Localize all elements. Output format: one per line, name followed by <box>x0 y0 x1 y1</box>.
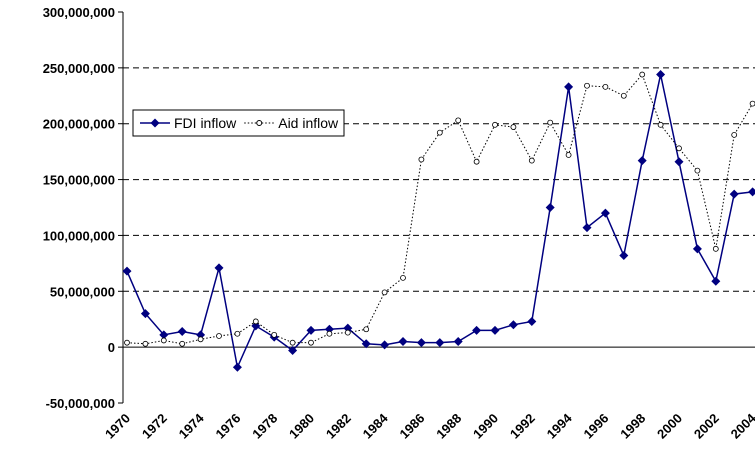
x-tick-label: 1984 <box>360 410 392 442</box>
point <box>639 71 646 78</box>
point <box>602 83 609 90</box>
point <box>564 82 574 92</box>
y-tick-label: 50,000,000 <box>50 284 115 299</box>
x-tick-label: 2004 <box>728 410 755 442</box>
point <box>398 337 408 347</box>
point <box>749 100 755 107</box>
point <box>179 340 186 347</box>
x-tick-label: 1986 <box>396 411 427 442</box>
point <box>711 276 721 286</box>
point <box>508 320 518 330</box>
point <box>160 337 167 344</box>
point <box>472 325 482 335</box>
point <box>528 157 535 164</box>
x-tick-label: 2000 <box>654 411 685 442</box>
y-tick-label: -50,000,000 <box>46 396 115 411</box>
point <box>731 131 738 138</box>
point <box>619 251 629 261</box>
point <box>674 157 684 167</box>
x-tick-label: 1974 <box>176 410 208 442</box>
point <box>416 338 426 348</box>
point <box>308 339 314 346</box>
x-tick-label: 1970 <box>102 411 133 442</box>
point <box>637 156 647 166</box>
point <box>344 329 351 336</box>
y-tick-label: 0 <box>108 340 115 355</box>
point <box>455 117 462 124</box>
y-tick-label: 250,000,000 <box>43 61 115 76</box>
x-tick-label: 1976 <box>212 411 243 442</box>
point <box>492 121 498 128</box>
point <box>527 316 537 326</box>
point <box>289 339 296 346</box>
point <box>271 331 278 338</box>
point <box>418 156 425 163</box>
point <box>124 339 130 346</box>
point <box>565 152 572 158</box>
point <box>380 340 390 350</box>
point <box>214 263 224 273</box>
point <box>656 70 666 80</box>
point <box>142 340 149 347</box>
point <box>196 330 206 340</box>
point <box>252 318 259 325</box>
point <box>363 326 370 333</box>
x-tick-label: 1978 <box>249 411 280 442</box>
point <box>197 336 204 343</box>
legend-marker <box>256 120 263 126</box>
legend-marker <box>150 118 160 128</box>
point <box>453 337 463 347</box>
point <box>490 325 500 335</box>
point <box>547 119 554 126</box>
point <box>177 327 187 337</box>
point <box>712 245 719 252</box>
point <box>694 167 701 174</box>
x-tick-label: 1990 <box>470 411 501 442</box>
x-tick-label: 1980 <box>286 411 317 442</box>
x-tick-label: 1972 <box>139 411 170 442</box>
point <box>326 330 333 337</box>
point <box>620 92 627 99</box>
point <box>676 145 682 152</box>
x-tick-label: 2002 <box>691 411 722 442</box>
x-tick-label: 1994 <box>544 410 576 442</box>
point <box>473 158 480 165</box>
point <box>361 339 371 349</box>
point <box>584 82 590 89</box>
point <box>159 330 169 340</box>
point <box>216 333 222 339</box>
x-tick-label: 1982 <box>323 411 354 442</box>
point <box>748 187 755 197</box>
point <box>400 274 406 281</box>
x-tick-label: 1988 <box>433 411 464 442</box>
legend-label: Aid inflow <box>278 115 339 131</box>
point <box>510 124 517 130</box>
legend-label: FDI inflow <box>174 115 237 131</box>
point <box>600 208 610 218</box>
point <box>381 289 388 296</box>
y-tick-label: 150,000,000 <box>43 173 115 188</box>
y-tick-label: 100,000,000 <box>43 228 115 243</box>
x-tick-label: 1992 <box>507 411 538 442</box>
point <box>657 121 664 128</box>
point <box>324 324 334 334</box>
x-tick-label: 1998 <box>617 411 648 442</box>
x-tick-label: 1996 <box>580 411 611 442</box>
point <box>234 330 241 337</box>
point <box>435 338 445 348</box>
point <box>545 203 555 212</box>
point <box>140 309 150 319</box>
point <box>692 244 702 254</box>
point <box>343 323 353 333</box>
point <box>729 189 739 199</box>
point <box>122 266 132 276</box>
point <box>288 345 298 355</box>
point <box>306 325 316 335</box>
y-tick-label: 300,000,000 <box>43 5 115 20</box>
point <box>232 362 242 372</box>
point <box>436 129 443 136</box>
point <box>582 223 592 233</box>
y-tick-label: 200,000,000 <box>43 117 115 132</box>
